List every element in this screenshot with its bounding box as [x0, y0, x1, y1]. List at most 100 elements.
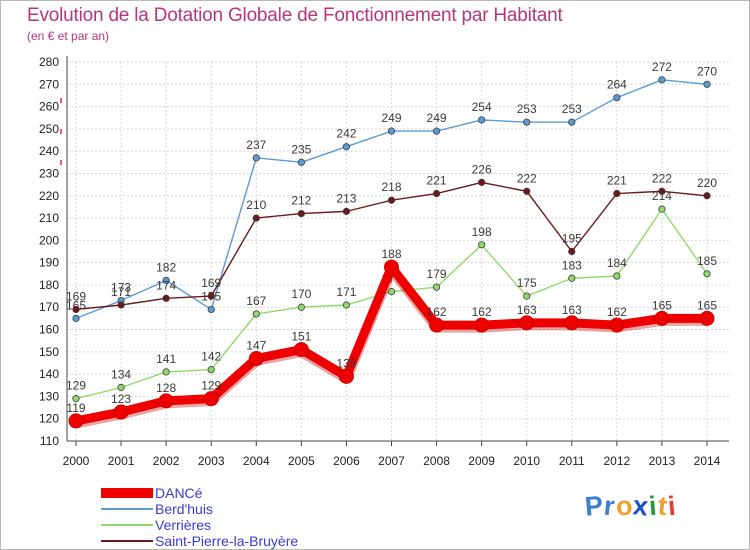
data-point [248, 351, 264, 367]
data-point [609, 317, 625, 333]
data-label: 253 [517, 102, 537, 116]
data-label: 235 [291, 142, 311, 156]
data-label: 222 [652, 171, 672, 185]
legend-label: Berd'huis [155, 501, 213, 517]
data-point [478, 178, 486, 186]
data-label: 171 [111, 285, 131, 299]
data-point [72, 305, 80, 314]
series-danc-: 119 123 128 129 147 151 139 188 162 162 163 163 162 1… [66, 247, 717, 429]
y-tick-label: 140 [39, 367, 59, 381]
x-tick-label: 2009 [468, 454, 495, 468]
data-label: 185 [697, 254, 717, 268]
y-tick-label: 110 [40, 434, 59, 448]
y-tick-label: 190 [39, 256, 59, 270]
data-point [429, 317, 445, 333]
x-tick-label: 2002 [153, 454, 180, 468]
data-label: 123 [111, 392, 131, 406]
data-point [252, 214, 260, 222]
data-label: 141 [156, 352, 176, 366]
x-tick-label: 2014 [694, 454, 721, 468]
data-point [207, 292, 215, 300]
data-label: 184 [607, 256, 627, 270]
data-label: 221 [427, 174, 447, 188]
data-label: 165 [697, 298, 717, 312]
data-label: 182 [156, 260, 176, 274]
legend-swatch [101, 540, 153, 542]
data-point [203, 391, 219, 407]
data-label: 170 [291, 287, 311, 301]
x-tick-label: 2008 [423, 454, 450, 468]
data-label: 226 [472, 162, 492, 176]
data-label: 163 [517, 303, 537, 317]
data-label: 162 [607, 305, 627, 319]
data-point [564, 315, 580, 331]
proxiti-logo: Proxiti [584, 490, 678, 522]
data-point [478, 241, 486, 249]
data-point [72, 314, 80, 322]
logo-letter: i [666, 490, 678, 522]
data-label: 129 [201, 379, 221, 393]
data-label: 270 [697, 64, 717, 78]
data-label: 173 [111, 281, 131, 295]
data-point [478, 116, 486, 124]
data-label: 128 [156, 381, 176, 395]
data-label: 119 [66, 401, 85, 415]
x-tick-label: 2013 [649, 454, 676, 468]
data-label: 162 [427, 305, 447, 319]
data-label: 175 [517, 276, 537, 290]
y-tick-label: 130 [39, 389, 59, 403]
data-label: 142 [201, 350, 221, 364]
data-point [297, 210, 305, 218]
data-label: 183 [562, 258, 582, 272]
chart-title: Evolution de la Dotation Globale de Fonc… [27, 5, 563, 26]
data-point [432, 127, 441, 135]
data-point [117, 301, 125, 309]
data-point [568, 274, 576, 282]
data-label: 212 [291, 194, 311, 208]
y-tick-label: 170 [39, 300, 59, 314]
data-label: 220 [697, 176, 717, 190]
data-point [658, 76, 666, 84]
data-label: 134 [111, 367, 131, 381]
data-label: 188 [381, 247, 401, 261]
y-tick-label: 160 [39, 323, 59, 337]
data-label: 147 [246, 339, 266, 353]
data-label: 198 [472, 225, 492, 239]
data-label: 221 [607, 174, 627, 188]
y-tick-label: 200 [39, 233, 59, 247]
data-label: 218 [381, 180, 401, 194]
data-point [162, 294, 170, 302]
data-label: 129 [66, 379, 86, 393]
x-tick-label: 2003 [198, 454, 225, 468]
x-tick-label: 2000 [63, 454, 90, 468]
data-point [162, 368, 170, 376]
data-point [613, 189, 621, 198]
data-label: 237 [246, 138, 266, 152]
data-point [613, 272, 621, 280]
data-point [117, 383, 125, 392]
x-tick-label: 2007 [378, 454, 405, 468]
data-point [568, 247, 576, 256]
y-tick-label: 220 [39, 189, 59, 203]
data-point [384, 259, 399, 275]
data-point [297, 303, 305, 311]
data-point [338, 368, 354, 384]
data-label: 174 [156, 278, 176, 292]
data-point [387, 196, 396, 204]
data-point [474, 317, 490, 333]
data-point [342, 301, 351, 309]
data-label: 151 [291, 330, 311, 344]
data-label: 171 [336, 285, 356, 299]
data-point [252, 154, 260, 162]
data-label: 210 [246, 198, 266, 212]
data-label: 167 [246, 294, 266, 308]
y-tick-label: 210 [39, 211, 59, 225]
data-label: 162 [472, 305, 492, 319]
data-point [432, 189, 441, 198]
legend-label: Verrières [155, 517, 212, 533]
data-label: 165 [652, 298, 672, 312]
x-tick-label: 2005 [288, 454, 315, 468]
